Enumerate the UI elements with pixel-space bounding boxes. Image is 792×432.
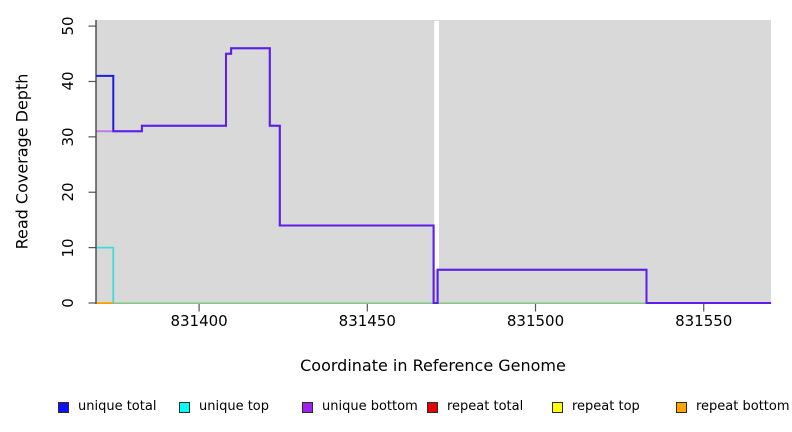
unique-bottom-line <box>96 47 771 304</box>
unique-top-line <box>96 246 115 303</box>
legend-swatch-icon <box>58 401 69 413</box>
coverage-chart <box>88 20 771 312</box>
x-tick-label: 831550 <box>675 312 733 330</box>
legend-swatch-icon <box>676 401 687 413</box>
legend-item: unique total <box>58 399 156 415</box>
y-tick-label: 40 <box>59 71 77 92</box>
legend-label: unique total <box>78 399 157 414</box>
y-axis-title: Read Coverage Depth <box>12 73 32 250</box>
x-tick-label: 831500 <box>506 312 565 330</box>
coverage-gap-band <box>434 21 439 270</box>
y-tick-label: 20 <box>59 182 77 202</box>
y-tick-label: 10 <box>59 238 77 258</box>
legend-label: unique top <box>199 399 270 414</box>
legend-swatch-icon <box>302 401 313 413</box>
legend-swatch-icon <box>552 401 563 413</box>
x-axis-title: Coordinate in Reference Genome <box>300 356 566 375</box>
y-tick-label: 0 <box>59 298 77 308</box>
legend-swatch-icon <box>427 401 438 413</box>
legend-item: repeat top <box>552 399 640 415</box>
y-tick-label: 50 <box>59 16 77 36</box>
legend-item: unique top <box>179 399 269 415</box>
legend-label: repeat top <box>572 399 640 414</box>
legend-label: unique bottom <box>322 399 418 414</box>
x-tick-label: 831400 <box>170 312 228 330</box>
y-tick-label: 30 <box>59 127 77 147</box>
legend-item: repeat total <box>427 399 523 415</box>
legend-swatch-icon <box>179 401 190 413</box>
legend-label: repeat bottom <box>696 399 790 414</box>
legend-label: repeat total <box>447 399 524 414</box>
x-tick-label: 831450 <box>338 312 396 330</box>
legend-item: repeat bottom <box>676 399 790 415</box>
legend-item: unique bottom <box>302 399 418 415</box>
